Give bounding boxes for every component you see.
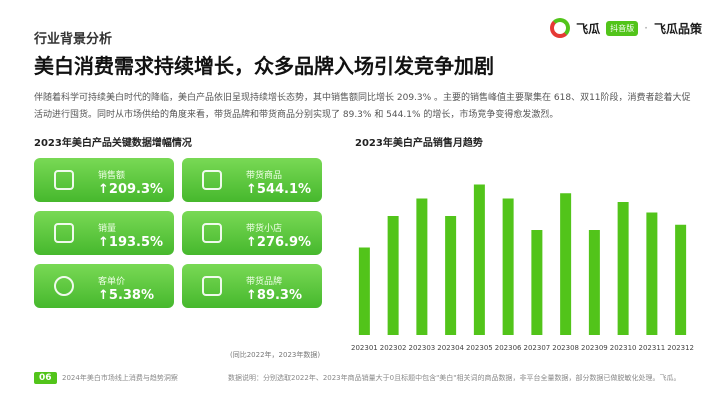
metric-card-products: 带货商品 ↑544.1%: [182, 158, 322, 202]
metric-label: 带货商品: [246, 171, 283, 181]
feigua-logo-icon: [550, 18, 571, 38]
bar-202309: [588, 230, 600, 335]
metric-card-sales: 销售额 ↑209.3%: [34, 158, 174, 202]
metric-card-price: 客单价 ↑5.38%: [34, 264, 174, 308]
brand-left: 飞瓜: [576, 21, 601, 36]
bar-202304: [445, 216, 457, 335]
brand-right: 飞瓜品策: [653, 21, 702, 36]
product-icon: [202, 170, 222, 190]
metric-value: ↑209.3%: [98, 182, 164, 197]
x-tick-label: 202307: [524, 344, 551, 352]
metric-card-volume: 销量 ↑193.5%: [34, 211, 174, 255]
x-tick-label: 202312: [667, 344, 694, 352]
page-title: 美白消费需求持续增长，众多品牌入场引发竞争加剧: [34, 54, 494, 78]
metric-value: ↑193.5%: [98, 235, 164, 250]
sales-trend-chart: 202301 202302 202303 202304 202305 202306 2023…: [351, 184, 694, 352]
x-tick-label: 202309: [581, 344, 608, 352]
left-panel-title: 2023年美白产品关键数据增幅情况: [34, 138, 192, 149]
footer-title: 2024年美白市场线上消费与趋势洞察: [62, 374, 178, 382]
data-note: (同比2022年，2023年数据): [230, 351, 321, 359]
metric-label: 带货小店: [246, 224, 283, 234]
brand-badge: 抖音版: [606, 20, 639, 36]
x-tick-label: 202305: [466, 344, 493, 352]
metric-value: ↑276.9%: [246, 235, 312, 250]
metric-label: 客单价: [98, 277, 126, 287]
shop-icon: [202, 223, 222, 243]
volume-icon: [54, 223, 74, 243]
intro-paragraph: 伴随着科学可持续美白时代的降临，美白产品依旧呈现持续增长态势，其中销售额同比增长…: [34, 93, 691, 120]
bar-202307: [531, 230, 543, 335]
metric-label: 销售额: [98, 171, 126, 181]
metric-cards: 销售额 ↑209.3% 带货商品 ↑544.1% 销量 ↑193.5% 带货小店…: [34, 158, 324, 308]
metric-card-shops: 带货小店 ↑276.9%: [182, 211, 322, 255]
x-tick-label: 202308: [552, 344, 579, 352]
sales-icon: [54, 170, 74, 190]
metric-label: 带货品牌: [246, 277, 283, 287]
brand-icon: [202, 276, 222, 296]
x-tick-label: 202302: [380, 344, 407, 352]
x-tick-label: 202311: [639, 344, 666, 352]
bar-202312: [675, 224, 687, 335]
page-number: 06: [34, 372, 57, 384]
bar-202305: [473, 184, 485, 335]
chart-title: 2023年美白产品销售月趋势: [355, 138, 483, 149]
brand-separator: ·: [644, 21, 648, 35]
x-tick-label: 202303: [409, 344, 436, 352]
metric-card-brands: 带货品牌 ↑89.3%: [182, 264, 322, 308]
metric-label: 销量: [98, 224, 117, 234]
x-tick-label: 202304: [437, 344, 464, 352]
footer-source: 数据说明：分别选取2022年、2023年商品销量大于0且标题中包含"美白"相关词…: [228, 374, 681, 382]
bar-202310: [617, 202, 629, 335]
x-tick-label: 202306: [495, 344, 522, 352]
price-icon: [54, 276, 74, 296]
bar-202311: [646, 212, 658, 335]
bar-202306: [502, 198, 514, 335]
bar-202301: [358, 247, 370, 335]
x-tick-label: 202310: [610, 344, 637, 352]
bar-202302: [387, 216, 399, 335]
brand-logo: 飞瓜 抖音版 · 飞瓜品策: [550, 18, 702, 38]
metric-value: ↑89.3%: [246, 288, 302, 303]
bar-202308: [560, 193, 572, 335]
x-tick-label: 202301: [351, 344, 378, 352]
metric-value: ↑5.38%: [98, 288, 154, 303]
bar-202303: [416, 198, 428, 335]
metric-value: ↑544.1%: [246, 182, 312, 197]
section-label: 行业背景分析: [34, 32, 113, 47]
